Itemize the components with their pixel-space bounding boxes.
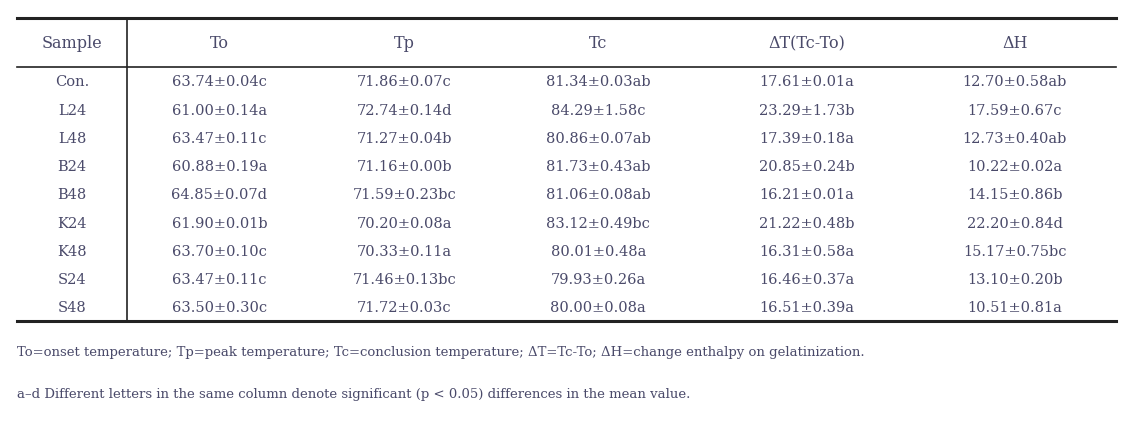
Text: L24: L24 bbox=[58, 104, 86, 118]
Text: 14.15±0.86b: 14.15±0.86b bbox=[968, 188, 1063, 202]
Text: 70.20±0.08a: 70.20±0.08a bbox=[357, 216, 452, 230]
Text: 81.73±0.43ab: 81.73±0.43ab bbox=[546, 160, 650, 174]
Text: 17.61±0.01a: 17.61±0.01a bbox=[759, 75, 854, 89]
Text: 16.31±0.58a: 16.31±0.58a bbox=[759, 244, 854, 258]
Text: 61.90±0.01b: 61.90±0.01b bbox=[171, 216, 267, 230]
Text: 71.46±0.13bc: 71.46±0.13bc bbox=[352, 272, 457, 286]
Text: 83.12±0.49bc: 83.12±0.49bc bbox=[546, 216, 650, 230]
Text: Con.: Con. bbox=[54, 75, 90, 89]
Text: 17.39±0.18a: 17.39±0.18a bbox=[759, 132, 854, 146]
Text: Tc: Tc bbox=[589, 35, 607, 52]
Text: 12.73±0.40ab: 12.73±0.40ab bbox=[963, 132, 1067, 146]
Text: 16.51±0.39a: 16.51±0.39a bbox=[759, 301, 854, 314]
Text: Tp: Tp bbox=[394, 35, 415, 52]
Text: ΔH: ΔH bbox=[1002, 35, 1028, 52]
Text: 63.47±0.11c: 63.47±0.11c bbox=[172, 272, 266, 286]
Text: 63.50±0.30c: 63.50±0.30c bbox=[172, 301, 267, 314]
Text: To=onset temperature; Tp=peak temperature; Tc=conclusion temperature; ΔT=Tc-To; : To=onset temperature; Tp=peak temperatur… bbox=[17, 345, 864, 358]
Text: S24: S24 bbox=[58, 272, 86, 286]
Text: 10.51±0.81a: 10.51±0.81a bbox=[968, 301, 1063, 314]
Text: 13.10±0.20b: 13.10±0.20b bbox=[966, 272, 1063, 286]
Text: 20.85±0.24b: 20.85±0.24b bbox=[759, 160, 854, 174]
Text: 16.46±0.37a: 16.46±0.37a bbox=[759, 272, 854, 286]
Text: 21.22±0.48b: 21.22±0.48b bbox=[759, 216, 854, 230]
Text: K48: K48 bbox=[57, 244, 87, 258]
Text: B24: B24 bbox=[58, 160, 86, 174]
Text: Sample: Sample bbox=[42, 35, 102, 52]
Text: 22.20±0.84d: 22.20±0.84d bbox=[966, 216, 1063, 230]
Text: 15.17±0.75bc: 15.17±0.75bc bbox=[963, 244, 1066, 258]
Text: 61.00±0.14a: 61.00±0.14a bbox=[172, 104, 267, 118]
Text: 70.33±0.11a: 70.33±0.11a bbox=[357, 244, 452, 258]
Text: 10.22±0.02a: 10.22±0.02a bbox=[968, 160, 1063, 174]
Text: 71.86±0.07c: 71.86±0.07c bbox=[357, 75, 452, 89]
Text: 81.06±0.08ab: 81.06±0.08ab bbox=[546, 188, 650, 202]
Text: 71.72±0.03c: 71.72±0.03c bbox=[357, 301, 452, 314]
Text: 64.85±0.07d: 64.85±0.07d bbox=[171, 188, 267, 202]
Text: 80.01±0.48a: 80.01±0.48a bbox=[551, 244, 646, 258]
Text: 81.34±0.03ab: 81.34±0.03ab bbox=[546, 75, 650, 89]
Text: L48: L48 bbox=[58, 132, 86, 146]
Text: 80.86±0.07ab: 80.86±0.07ab bbox=[546, 132, 650, 146]
Text: B48: B48 bbox=[58, 188, 86, 202]
Text: To: To bbox=[210, 35, 229, 52]
Text: 71.16±0.00b: 71.16±0.00b bbox=[357, 160, 452, 174]
Text: 71.59±0.23bc: 71.59±0.23bc bbox=[352, 188, 457, 202]
Text: 12.70±0.58ab: 12.70±0.58ab bbox=[963, 75, 1067, 89]
Text: S48: S48 bbox=[58, 301, 86, 314]
Text: 72.74±0.14d: 72.74±0.14d bbox=[357, 104, 452, 118]
Text: 63.70±0.10c: 63.70±0.10c bbox=[172, 244, 267, 258]
Text: 16.21±0.01a: 16.21±0.01a bbox=[759, 188, 854, 202]
Text: 79.93±0.26a: 79.93±0.26a bbox=[551, 272, 646, 286]
Text: 63.74±0.04c: 63.74±0.04c bbox=[172, 75, 267, 89]
Text: 84.29±1.58c: 84.29±1.58c bbox=[551, 104, 646, 118]
Text: 71.27±0.04b: 71.27±0.04b bbox=[357, 132, 452, 146]
Text: a–d Different letters in the same column denote significant (p < 0.05) differenc: a–d Different letters in the same column… bbox=[17, 388, 690, 400]
Text: 60.88±0.19a: 60.88±0.19a bbox=[172, 160, 267, 174]
Text: K24: K24 bbox=[57, 216, 87, 230]
Text: ΔT(Tc-To): ΔT(Tc-To) bbox=[768, 35, 845, 52]
Text: 23.29±1.73b: 23.29±1.73b bbox=[759, 104, 854, 118]
Text: 80.00±0.08a: 80.00±0.08a bbox=[551, 301, 646, 314]
Text: 63.47±0.11c: 63.47±0.11c bbox=[172, 132, 266, 146]
Text: 17.59±0.67c: 17.59±0.67c bbox=[968, 104, 1062, 118]
